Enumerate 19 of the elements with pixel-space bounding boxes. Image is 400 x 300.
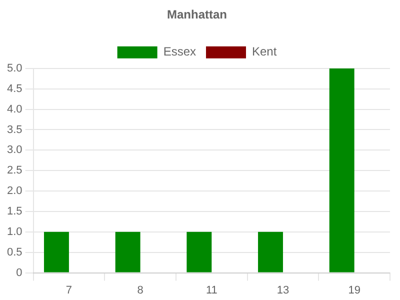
legend-label: Kent — [252, 44, 278, 59]
y-tick-label: 0 — [16, 266, 22, 279]
y-tick-label: 0.5 — [6, 246, 22, 258]
y-tick-label: 5.0 — [6, 62, 22, 74]
legend-label: Essex — [163, 44, 196, 59]
y-tick-label: 4.5 — [6, 82, 22, 95]
y-tick-label: 1.5 — [6, 206, 22, 218]
x-tick-label: 11 — [206, 284, 218, 296]
y-tick-label: 2.5 — [6, 164, 22, 177]
y-tick-label: 2.0 — [6, 185, 22, 198]
x-tick-label: 7 — [66, 284, 72, 296]
x-tick-label: 19 — [348, 284, 360, 296]
y-tick-label: 3.0 — [6, 144, 22, 156]
y-tick-label: 4.0 — [6, 103, 22, 116]
y-tick-label: 1.0 — [6, 226, 22, 238]
x-tick-label: 8 — [137, 284, 144, 296]
x-tick-label: 13 — [276, 284, 290, 296]
chart-title: Manhattan — [167, 8, 227, 22]
y-tick-label: 3.5 — [6, 124, 22, 136]
